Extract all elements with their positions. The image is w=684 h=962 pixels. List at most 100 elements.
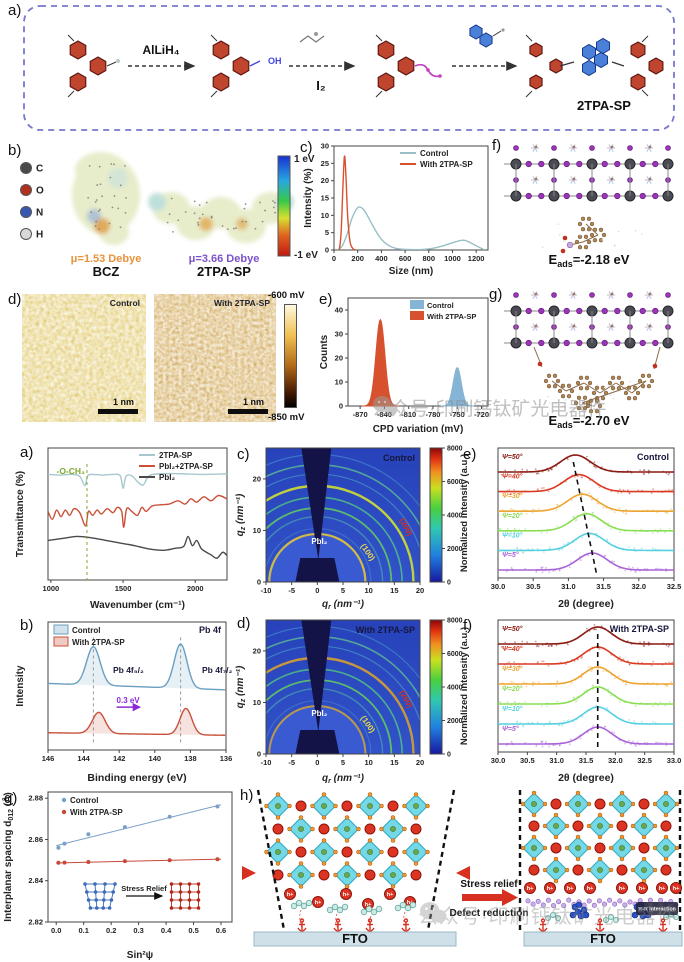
eads-label-2: Eads=-2.70 eV [548,413,630,430]
synthesis-scheme-panel: AlLiH₄ OH I₂ 2TPA-SP [4,2,682,136]
chart-gfx [617,898,623,904]
chart-gfx [630,845,636,851]
chart-gfx: 0.2 [106,926,116,935]
chart-gfx [617,230,620,233]
chart-gfx [425,803,430,809]
chart-gfx [560,383,566,388]
chart-gfx [672,566,675,569]
chart-gfx [607,385,610,388]
chart-gfx [652,192,659,200]
chart-gfx [232,56,250,76]
chart-gfx [88,906,93,910]
chart-gfx [574,519,577,522]
chart-gfx [341,800,353,812]
chart-gfx [299,918,305,923]
chart-text: Wavenumber (cm⁻¹) [90,600,185,611]
chart-gfx [275,803,281,809]
chart-gfx [404,904,412,912]
chart-gfx [575,790,581,796]
chart-text: 15 [390,586,398,595]
chart-gfx [610,145,614,149]
chart-gfx [510,740,513,743]
chart-gfx [607,913,614,920]
chart-gfx [636,741,639,743]
chart-gfx [573,660,576,663]
chart-gfx [566,394,572,399]
chart-gfx [564,882,576,894]
chart-gfx [563,192,570,200]
chart-gfx [23,5,675,131]
chart-gfx [611,560,614,563]
chart-gfx [321,792,327,797]
chart-gfx [535,898,541,904]
chart-gfx [586,239,592,245]
chart-gfx [341,903,349,911]
chart-gfx: q [322,599,328,610]
chart-gfx [602,916,609,923]
chart-gfx [593,628,596,631]
chart-gfx [589,221,595,227]
chart-gfx [586,823,592,829]
chart-gfx [667,473,670,476]
chart-gfx [601,160,608,168]
chart-gfx [556,503,559,506]
chart-gfx [403,918,409,923]
chart-gfx [601,192,608,200]
chart-gfx [109,176,112,179]
chart-gfx [553,867,559,873]
chart-gfx [656,741,659,744]
chart-gfx [426,789,456,931]
chart-text: -1 eV [294,250,318,261]
chart-text: μ=1.53 Debye [71,253,142,265]
chart-gfx [656,567,659,570]
chart-gfx [525,192,532,200]
chart-gfx [528,864,540,876]
chart-gfx [154,294,276,422]
chart-gfx [534,468,537,470]
chart-text: 2TPA-SP [197,264,251,279]
chart-gfx [297,927,307,932]
chart-gfx [622,511,625,514]
chart-gfx [344,826,350,832]
chart-gfx [612,901,618,907]
chart-gfx [674,801,680,807]
panel-label-d: d) [8,291,22,308]
chart-gfx [648,145,652,149]
chart-gfx [94,218,110,234]
chart-gfx [399,901,407,909]
chart-gfx: PbI₂ [311,709,327,718]
chart-gfx [651,705,654,708]
chart-gfx [576,395,582,400]
chart-gfx [652,801,658,807]
chart-gfx [551,468,553,470]
chart-gfx [642,641,645,643]
chart-gfx [178,882,183,886]
chart-text: 1000 [444,254,461,263]
chart-gfx [534,147,538,152]
chart-gfx: 1500 [115,584,132,593]
chart-text: qz (nm⁻¹) [235,665,247,708]
chart-gfx [117,207,120,210]
chart-gfx [646,323,650,328]
chart-gfx: I₂ [316,78,326,93]
chart-gfx [540,741,543,744]
chart-gfx [636,902,678,915]
chart-gfx [321,838,327,843]
chart-gfx [295,730,340,754]
chart-gfx [590,729,593,732]
chart-text: h+ [673,886,680,892]
chart-gfx [102,890,107,894]
chart-gfx [512,681,515,684]
chart-gfx [572,696,575,699]
chart-text: -870 [353,410,368,419]
chart-text: 15 [321,194,329,203]
chart-gfx [597,856,603,862]
chart-text: 20 [321,176,329,185]
chart-gfx [197,224,200,226]
chart-gfx [643,641,646,643]
chart-gfx [580,657,583,659]
chart-gfx [108,222,111,225]
chart-gfx [469,24,483,40]
chart-text: 20 [253,646,261,655]
